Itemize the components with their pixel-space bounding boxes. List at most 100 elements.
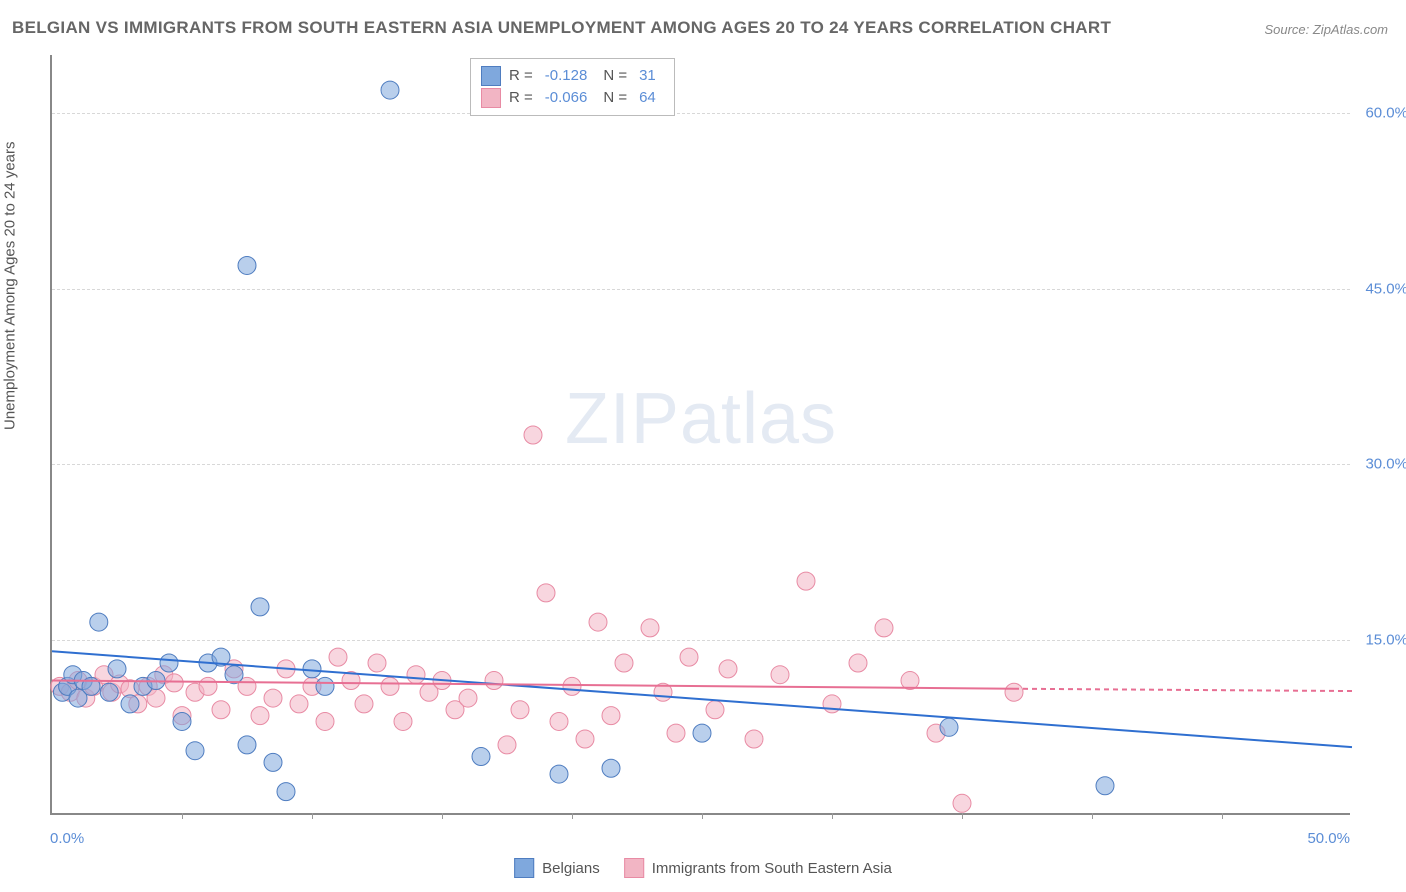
- data-point: [472, 748, 490, 766]
- grid-line: [52, 464, 1350, 465]
- data-point: [277, 783, 295, 801]
- data-point: [719, 660, 737, 678]
- data-point: [290, 695, 308, 713]
- data-point: [303, 660, 321, 678]
- n-label: N =: [603, 65, 627, 87]
- chart-svg: [52, 55, 1350, 813]
- n-value-immigrants: 64: [639, 87, 656, 109]
- legend-swatch-immigrants-bottom: [624, 858, 644, 878]
- data-point: [90, 613, 108, 631]
- legend-item-belgians: Belgians: [514, 858, 600, 878]
- data-point: [394, 712, 412, 730]
- data-point: [706, 701, 724, 719]
- data-point: [264, 689, 282, 707]
- x-origin-label: 0.0%: [50, 830, 84, 847]
- x-tick: [572, 813, 573, 819]
- x-tick: [312, 813, 313, 819]
- data-point: [1005, 683, 1023, 701]
- data-point: [875, 619, 893, 637]
- x-tick: [182, 813, 183, 819]
- y-tick-label: 30.0%: [1365, 456, 1406, 473]
- n-label: N =: [603, 87, 627, 109]
- data-point: [238, 736, 256, 754]
- data-point: [498, 736, 516, 754]
- y-tick-label: 45.0%: [1365, 280, 1406, 297]
- data-point: [563, 677, 581, 695]
- data-point: [680, 648, 698, 666]
- y-tick-label: 15.0%: [1365, 631, 1406, 648]
- y-tick-label: 60.0%: [1365, 105, 1406, 122]
- x-tick: [832, 813, 833, 819]
- r-value-immigrants: -0.066: [545, 87, 588, 109]
- data-point: [550, 765, 568, 783]
- legend-correlation: R = -0.128 N = 31 R = -0.066 N = 64: [470, 58, 675, 116]
- data-point: [381, 81, 399, 99]
- data-point: [329, 648, 347, 666]
- data-point: [1096, 777, 1114, 795]
- data-point: [771, 666, 789, 684]
- legend-series: Belgians Immigrants from South Eastern A…: [514, 858, 892, 878]
- data-point: [940, 718, 958, 736]
- legend-row-belgians: R = -0.128 N = 31: [481, 65, 664, 87]
- data-point: [693, 724, 711, 742]
- data-point: [667, 724, 685, 742]
- data-point: [589, 613, 607, 631]
- data-point: [381, 677, 399, 695]
- r-value-belgians: -0.128: [545, 65, 588, 87]
- legend-swatch-immigrants: [481, 88, 501, 108]
- data-point: [641, 619, 659, 637]
- legend-label-belgians: Belgians: [542, 860, 600, 877]
- legend-swatch-belgians-bottom: [514, 858, 534, 878]
- chart-container: BELGIAN VS IMMIGRANTS FROM SOUTH EASTERN…: [0, 0, 1406, 892]
- data-point: [953, 794, 971, 812]
- data-point: [355, 695, 373, 713]
- data-point: [165, 674, 183, 692]
- data-point: [459, 689, 477, 707]
- data-point: [108, 660, 126, 678]
- legend-row-immigrants: R = -0.066 N = 64: [481, 87, 664, 109]
- data-point: [251, 598, 269, 616]
- data-point: [368, 654, 386, 672]
- legend-label-immigrants: Immigrants from South Eastern Asia: [652, 860, 892, 877]
- data-point: [251, 707, 269, 725]
- grid-line: [52, 289, 1350, 290]
- grid-line: [52, 640, 1350, 641]
- data-point: [602, 707, 620, 725]
- plot-area: ZIPatlas 15.0%30.0%45.0%60.0%: [50, 55, 1350, 815]
- y-axis-label: Unemployment Among Ages 20 to 24 years: [2, 141, 19, 430]
- chart-title: BELGIAN VS IMMIGRANTS FROM SOUTH EASTERN…: [12, 18, 1111, 38]
- x-tick: [1222, 813, 1223, 819]
- data-point: [576, 730, 594, 748]
- data-point: [225, 666, 243, 684]
- data-point: [797, 572, 815, 590]
- x-end-label: 50.0%: [1307, 830, 1350, 847]
- legend-item-immigrants: Immigrants from South Eastern Asia: [624, 858, 892, 878]
- trend-line-dash: [1014, 689, 1352, 691]
- data-point: [316, 712, 334, 730]
- data-point: [238, 256, 256, 274]
- x-tick: [442, 813, 443, 819]
- data-point: [550, 712, 568, 730]
- data-point: [485, 672, 503, 690]
- legend-swatch-belgians: [481, 66, 501, 86]
- data-point: [121, 695, 139, 713]
- r-label: R =: [509, 65, 533, 87]
- x-tick: [962, 813, 963, 819]
- data-point: [602, 759, 620, 777]
- data-point: [511, 701, 529, 719]
- r-label: R =: [509, 87, 533, 109]
- data-point: [186, 742, 204, 760]
- data-point: [316, 677, 334, 695]
- data-point: [160, 654, 178, 672]
- data-point: [849, 654, 867, 672]
- data-point: [537, 584, 555, 602]
- data-point: [264, 753, 282, 771]
- data-point: [615, 654, 633, 672]
- data-point: [173, 712, 191, 730]
- data-point: [745, 730, 763, 748]
- x-tick: [1092, 813, 1093, 819]
- data-point: [100, 683, 118, 701]
- data-point: [199, 677, 217, 695]
- grid-line: [52, 113, 1350, 114]
- data-point: [524, 426, 542, 444]
